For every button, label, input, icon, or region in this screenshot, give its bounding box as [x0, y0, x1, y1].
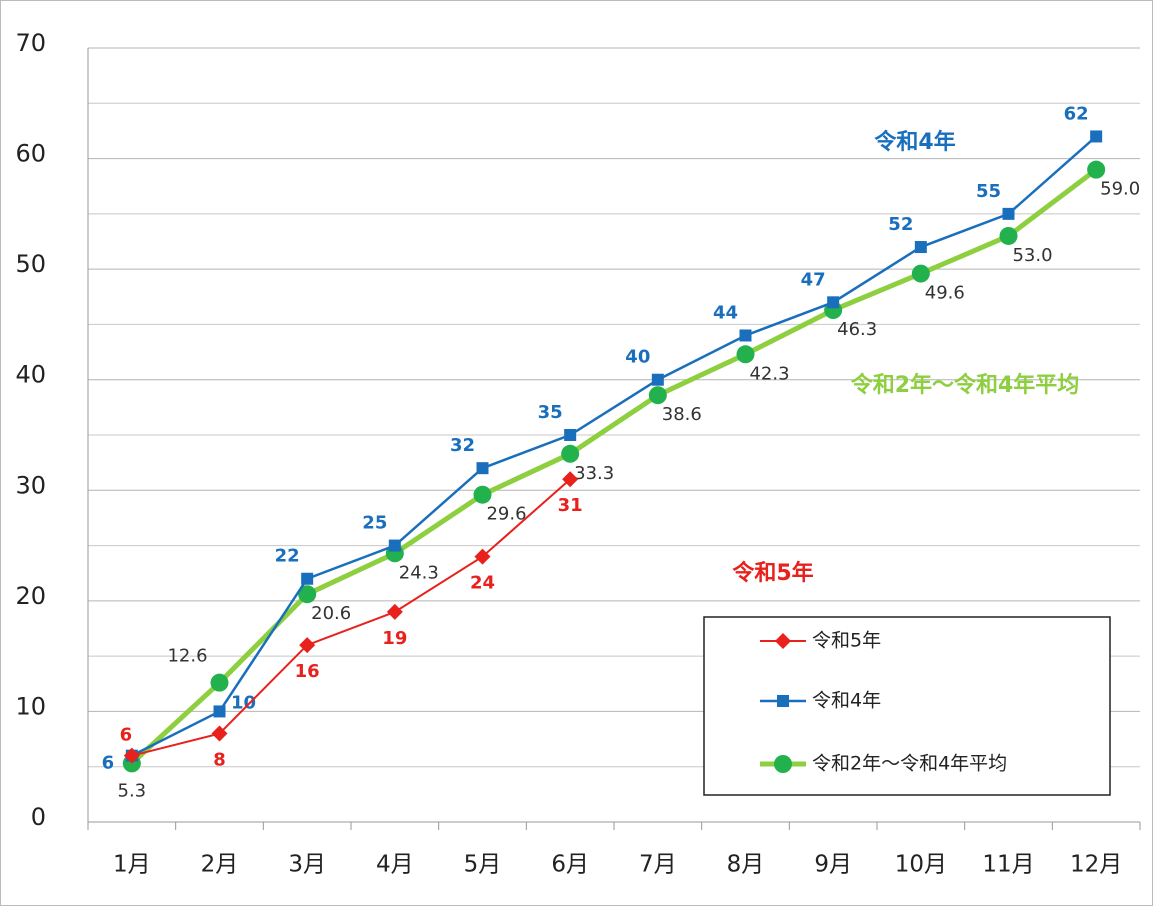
data-label: 31	[558, 495, 583, 516]
data-label: 24.3	[399, 562, 439, 583]
data-label: 24	[470, 573, 495, 594]
line	[130, 167, 1098, 766]
data-label: 19	[382, 628, 407, 649]
marker	[648, 386, 667, 405]
data-label: 35	[538, 402, 563, 423]
annotation: 令和5年	[732, 560, 813, 586]
x-tick-label: 7月	[639, 852, 677, 878]
data-label: 46.3	[837, 319, 877, 340]
x-tick-label: 1月	[113, 852, 151, 878]
data-label: 25	[362, 513, 387, 534]
line	[131, 478, 571, 757]
data-label: 20.6	[311, 603, 351, 624]
data-label: 59.0	[1100, 179, 1140, 200]
marker	[213, 705, 226, 718]
x-tick-label: 8月	[727, 852, 765, 878]
marker	[476, 462, 489, 475]
marker	[1087, 160, 1106, 179]
marker	[123, 747, 140, 764]
series: 6 10 22 25 32 35 40 44 47 52 55 62	[102, 103, 1103, 774]
marker	[388, 539, 401, 552]
marker	[1002, 207, 1015, 220]
data-label: 6	[120, 725, 133, 746]
marker	[301, 572, 314, 585]
data-label: 47	[801, 269, 826, 290]
x-tick-label: 2月	[201, 852, 239, 878]
x-tick-label: 9月	[814, 852, 852, 878]
data-label: 44	[713, 302, 738, 323]
marker	[914, 241, 927, 254]
line	[131, 135, 1097, 757]
legend-label: 令和4年	[812, 690, 881, 712]
data-label: 55	[976, 181, 1001, 202]
y-tick-label: 30	[15, 471, 46, 499]
data-label: 49.6	[925, 283, 965, 304]
annotation: 令和2年～令和4年平均	[851, 372, 1080, 398]
x-tick-label: 6月	[551, 852, 589, 878]
data-label: 12.6	[167, 646, 207, 667]
marker	[474, 548, 491, 565]
data-label: 40	[625, 347, 650, 368]
legend-box	[703, 616, 1111, 796]
data-label: 5.3	[118, 780, 147, 801]
y-tick-label: 0	[31, 803, 46, 831]
y-tick-label: 70	[15, 29, 46, 57]
series: 5.3 12.6 20.6 24.3 29.6 33.3 38.6 42.3 46.3 49.6 5…	[118, 160, 1140, 801]
y-tick-label: 20	[15, 582, 46, 610]
y-tick-label: 10	[15, 692, 46, 720]
marker	[827, 296, 840, 309]
data-label: 6	[102, 753, 115, 774]
legend-label: 令和2年～令和4年平均	[812, 753, 1007, 775]
data-label: 10	[231, 692, 256, 713]
data-label: 33.3	[574, 463, 614, 484]
marker	[564, 429, 577, 441]
marker	[562, 471, 579, 488]
data-label: 53.0	[1012, 245, 1052, 266]
x-tick-label: 3月	[288, 852, 326, 878]
x-tick-label: 5月	[464, 852, 502, 878]
y-tick-label: 60	[15, 140, 46, 168]
x-tick-label: 12月	[1070, 852, 1122, 878]
marker	[561, 444, 580, 463]
data-label: 29.6	[486, 504, 526, 525]
marker	[777, 695, 789, 707]
data-label: 52	[888, 214, 913, 235]
marker	[736, 345, 755, 364]
x-tick-label: 10月	[895, 852, 947, 878]
data-label: 8	[213, 750, 226, 771]
data-label: 42.3	[749, 363, 789, 384]
marker	[473, 485, 492, 504]
marker	[299, 637, 316, 654]
data-label: 62	[1064, 103, 1089, 124]
data-label: 32	[450, 435, 475, 456]
data-label: 16	[295, 661, 320, 682]
annotation: 令和4年	[874, 129, 955, 155]
marker	[999, 226, 1018, 245]
series: 6 8 16 19 24 31	[120, 471, 583, 771]
marker	[386, 603, 403, 620]
x-tick-label: 4月	[376, 852, 414, 878]
x-tick-label: 11月	[982, 852, 1034, 878]
marker	[211, 725, 228, 742]
data-label: 22	[275, 546, 300, 567]
y-tick-label: 50	[15, 250, 46, 278]
marker	[739, 329, 752, 342]
marker	[911, 264, 930, 283]
marker	[775, 633, 791, 649]
marker	[298, 585, 317, 604]
marker	[651, 373, 664, 386]
marker	[774, 755, 792, 773]
data-label: 38.6	[662, 404, 702, 425]
marker	[1090, 130, 1103, 143]
legend-label: 令和5年	[812, 630, 881, 652]
marker	[210, 673, 229, 692]
y-tick-label: 40	[15, 361, 46, 389]
